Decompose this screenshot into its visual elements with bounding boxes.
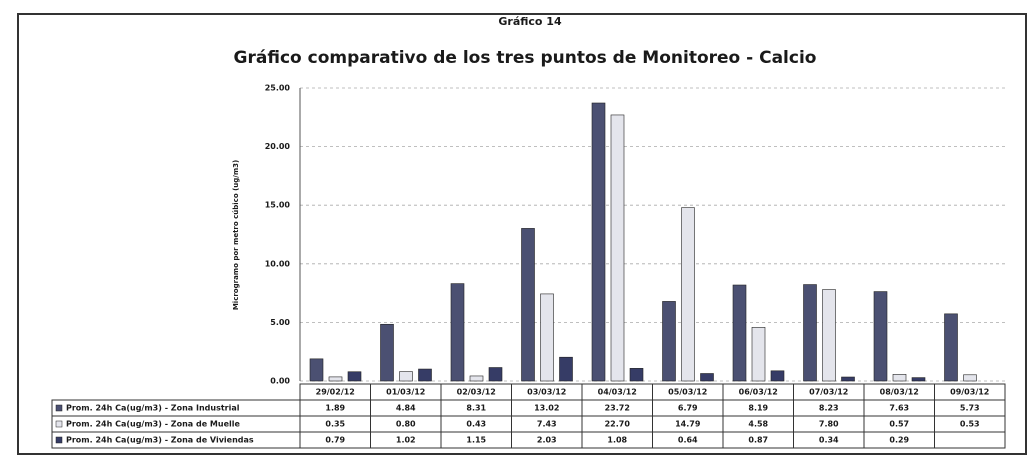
- table-value: 0.64: [678, 436, 698, 445]
- table-value: 0.57: [889, 420, 909, 429]
- x-tick-label: 08/03/12: [880, 388, 919, 397]
- table-value: 14.79: [675, 420, 701, 429]
- x-tick-label: 04/03/12: [598, 388, 637, 397]
- table-value: 7.63: [889, 404, 909, 413]
- table-value: 1.02: [396, 436, 416, 445]
- y-axis-label: Microgramo por metro cúbico (ug/m3): [232, 160, 240, 310]
- bar: [662, 301, 676, 382]
- table-value: 8.23: [819, 404, 839, 413]
- bar: [822, 289, 836, 382]
- bar: [629, 368, 644, 382]
- y-tick-label: 15.00: [265, 201, 291, 210]
- bar: [770, 370, 785, 382]
- table-value: 0.35: [325, 420, 345, 429]
- bar: [380, 323, 394, 382]
- x-tick-label: 09/03/12: [950, 388, 989, 397]
- table-value: 0.34: [819, 436, 839, 445]
- y-tick-label: 5.00: [270, 318, 290, 327]
- table-value: 8.19: [748, 404, 768, 413]
- x-tick-label: 02/03/12: [457, 388, 496, 397]
- y-tick-label: 25.00: [265, 84, 291, 93]
- chart-title: Gráfico comparativo de los tres puntos d…: [234, 48, 817, 68]
- bar: [873, 291, 888, 382]
- y-tick-label: 0.00: [270, 377, 290, 386]
- x-tick-label: 07/03/12: [809, 388, 848, 397]
- bar: [540, 293, 554, 382]
- bar: [841, 376, 855, 382]
- bar: [309, 358, 324, 382]
- bar: [751, 327, 766, 382]
- bar: [803, 284, 817, 382]
- bar: [488, 367, 503, 382]
- table-value: 0.80: [396, 420, 416, 429]
- bar: [450, 283, 465, 382]
- table-value: 1.08: [607, 436, 627, 445]
- bar: [469, 375, 484, 382]
- bar: [399, 371, 413, 382]
- chart-header: Gráfico 14: [498, 15, 562, 28]
- legend-label: Prom. 24h Ca(ug/m3) - Zona de Viviendas: [66, 436, 254, 445]
- x-tick-label: 06/03/12: [739, 388, 778, 397]
- x-tick-label: 03/03/12: [527, 388, 566, 397]
- y-tick-label: 20.00: [265, 142, 291, 151]
- legend-key: [55, 436, 63, 444]
- table-value: 7.43: [537, 420, 557, 429]
- bar: [591, 102, 606, 382]
- bar: [892, 374, 907, 382]
- table-value: 1.15: [466, 436, 486, 445]
- legend-label: Prom. 24h Ca(ug/m3) - Zona Industrial: [66, 404, 240, 413]
- bar: [944, 313, 958, 382]
- bar: [559, 356, 573, 382]
- legend-label: Prom. 24h Ca(ug/m3) - Zona de Muelle: [66, 420, 240, 429]
- table-value: 22.70: [605, 420, 631, 429]
- table-value: 0.43: [466, 420, 486, 429]
- table-value: 0.87: [748, 436, 768, 445]
- legend-key: [55, 404, 63, 412]
- bar: [732, 284, 747, 382]
- bar: [681, 207, 695, 382]
- bar: [700, 373, 714, 382]
- bar: [347, 371, 362, 382]
- bar: [610, 114, 625, 382]
- x-tick-label: 05/03/12: [668, 388, 707, 397]
- table-value: 23.72: [605, 404, 630, 413]
- table-value: 6.79: [678, 404, 698, 413]
- y-tick-label: 10.00: [265, 259, 291, 268]
- table-cell: [934, 431, 1006, 449]
- bar: [963, 374, 977, 382]
- table-value: 4.58: [748, 420, 768, 429]
- legend-key: [55, 420, 63, 428]
- table-value: 2.03: [537, 436, 557, 445]
- table-value: 0.53: [960, 420, 980, 429]
- bar: [521, 228, 535, 382]
- table-value: 4.84: [396, 404, 416, 413]
- bar: [418, 368, 432, 382]
- x-tick-label: 01/03/12: [386, 388, 425, 397]
- table-value: 1.89: [325, 404, 345, 413]
- table-value: 0.29: [889, 436, 909, 445]
- table-value: 0.79: [325, 436, 345, 445]
- table-value: 5.73: [960, 404, 980, 413]
- bar: [328, 376, 343, 382]
- table-value: 7.80: [819, 420, 839, 429]
- table-value: 8.31: [466, 404, 486, 413]
- table-value: 13.02: [534, 404, 559, 413]
- x-tick-label: 29/02/12: [316, 388, 355, 397]
- bar: [911, 377, 926, 382]
